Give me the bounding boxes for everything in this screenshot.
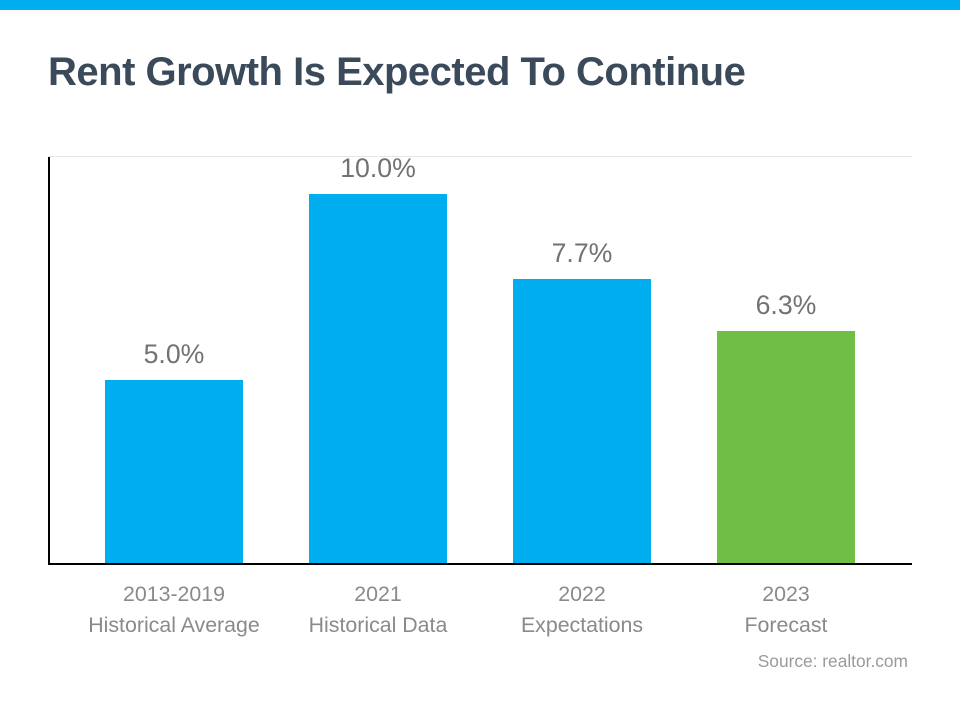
chart-plot-area: 5.0%10.0%7.7%6.3% — [48, 157, 912, 565]
bar-column: 6.3% — [684, 290, 888, 565]
bar-value-label: 6.3% — [756, 290, 817, 321]
bar — [309, 194, 447, 565]
x-axis-label-line1: 2021 — [276, 579, 480, 610]
top-stripe — [0, 0, 960, 10]
x-axis-line — [48, 563, 912, 565]
bar-value-label: 7.7% — [552, 238, 613, 269]
source-attribution: Source: realtor.com — [48, 651, 912, 672]
bar-column: 7.7% — [480, 238, 684, 565]
chart-title: Rent Growth Is Expected To Continue — [48, 50, 912, 95]
x-axis-label-line2: Expectations — [480, 610, 684, 641]
x-axis-label-line1: 2013-2019 — [72, 579, 276, 610]
x-axis-label-line1: 2023 — [684, 579, 888, 610]
x-axis-label: 2021Historical Data — [276, 579, 480, 641]
x-axis-label-line1: 2022 — [480, 579, 684, 610]
x-axis-label: 2013-2019Historical Average — [72, 579, 276, 641]
chart-wrap: 5.0%10.0%7.7%6.3% 2013-2019Historical Av… — [48, 157, 912, 641]
bar — [105, 380, 243, 565]
bar-column: 10.0% — [276, 153, 480, 565]
chart-container: Rent Growth Is Expected To Continue 5.0%… — [0, 10, 960, 682]
x-axis-label: 2022Expectations — [480, 579, 684, 641]
x-axis-label-line2: Forecast — [684, 610, 888, 641]
x-axis-label: 2023Forecast — [684, 579, 888, 641]
bar — [513, 279, 651, 565]
x-axis-label-line2: Historical Average — [72, 610, 276, 641]
bars-group: 5.0%10.0%7.7%6.3% — [48, 157, 912, 565]
x-axis-label-line2: Historical Data — [276, 610, 480, 641]
bar-value-label: 10.0% — [340, 153, 416, 184]
bar-value-label: 5.0% — [144, 339, 205, 370]
x-axis-labels: 2013-2019Historical Average2021Historica… — [48, 565, 912, 641]
bar-column: 5.0% — [72, 339, 276, 565]
bar — [717, 331, 855, 565]
